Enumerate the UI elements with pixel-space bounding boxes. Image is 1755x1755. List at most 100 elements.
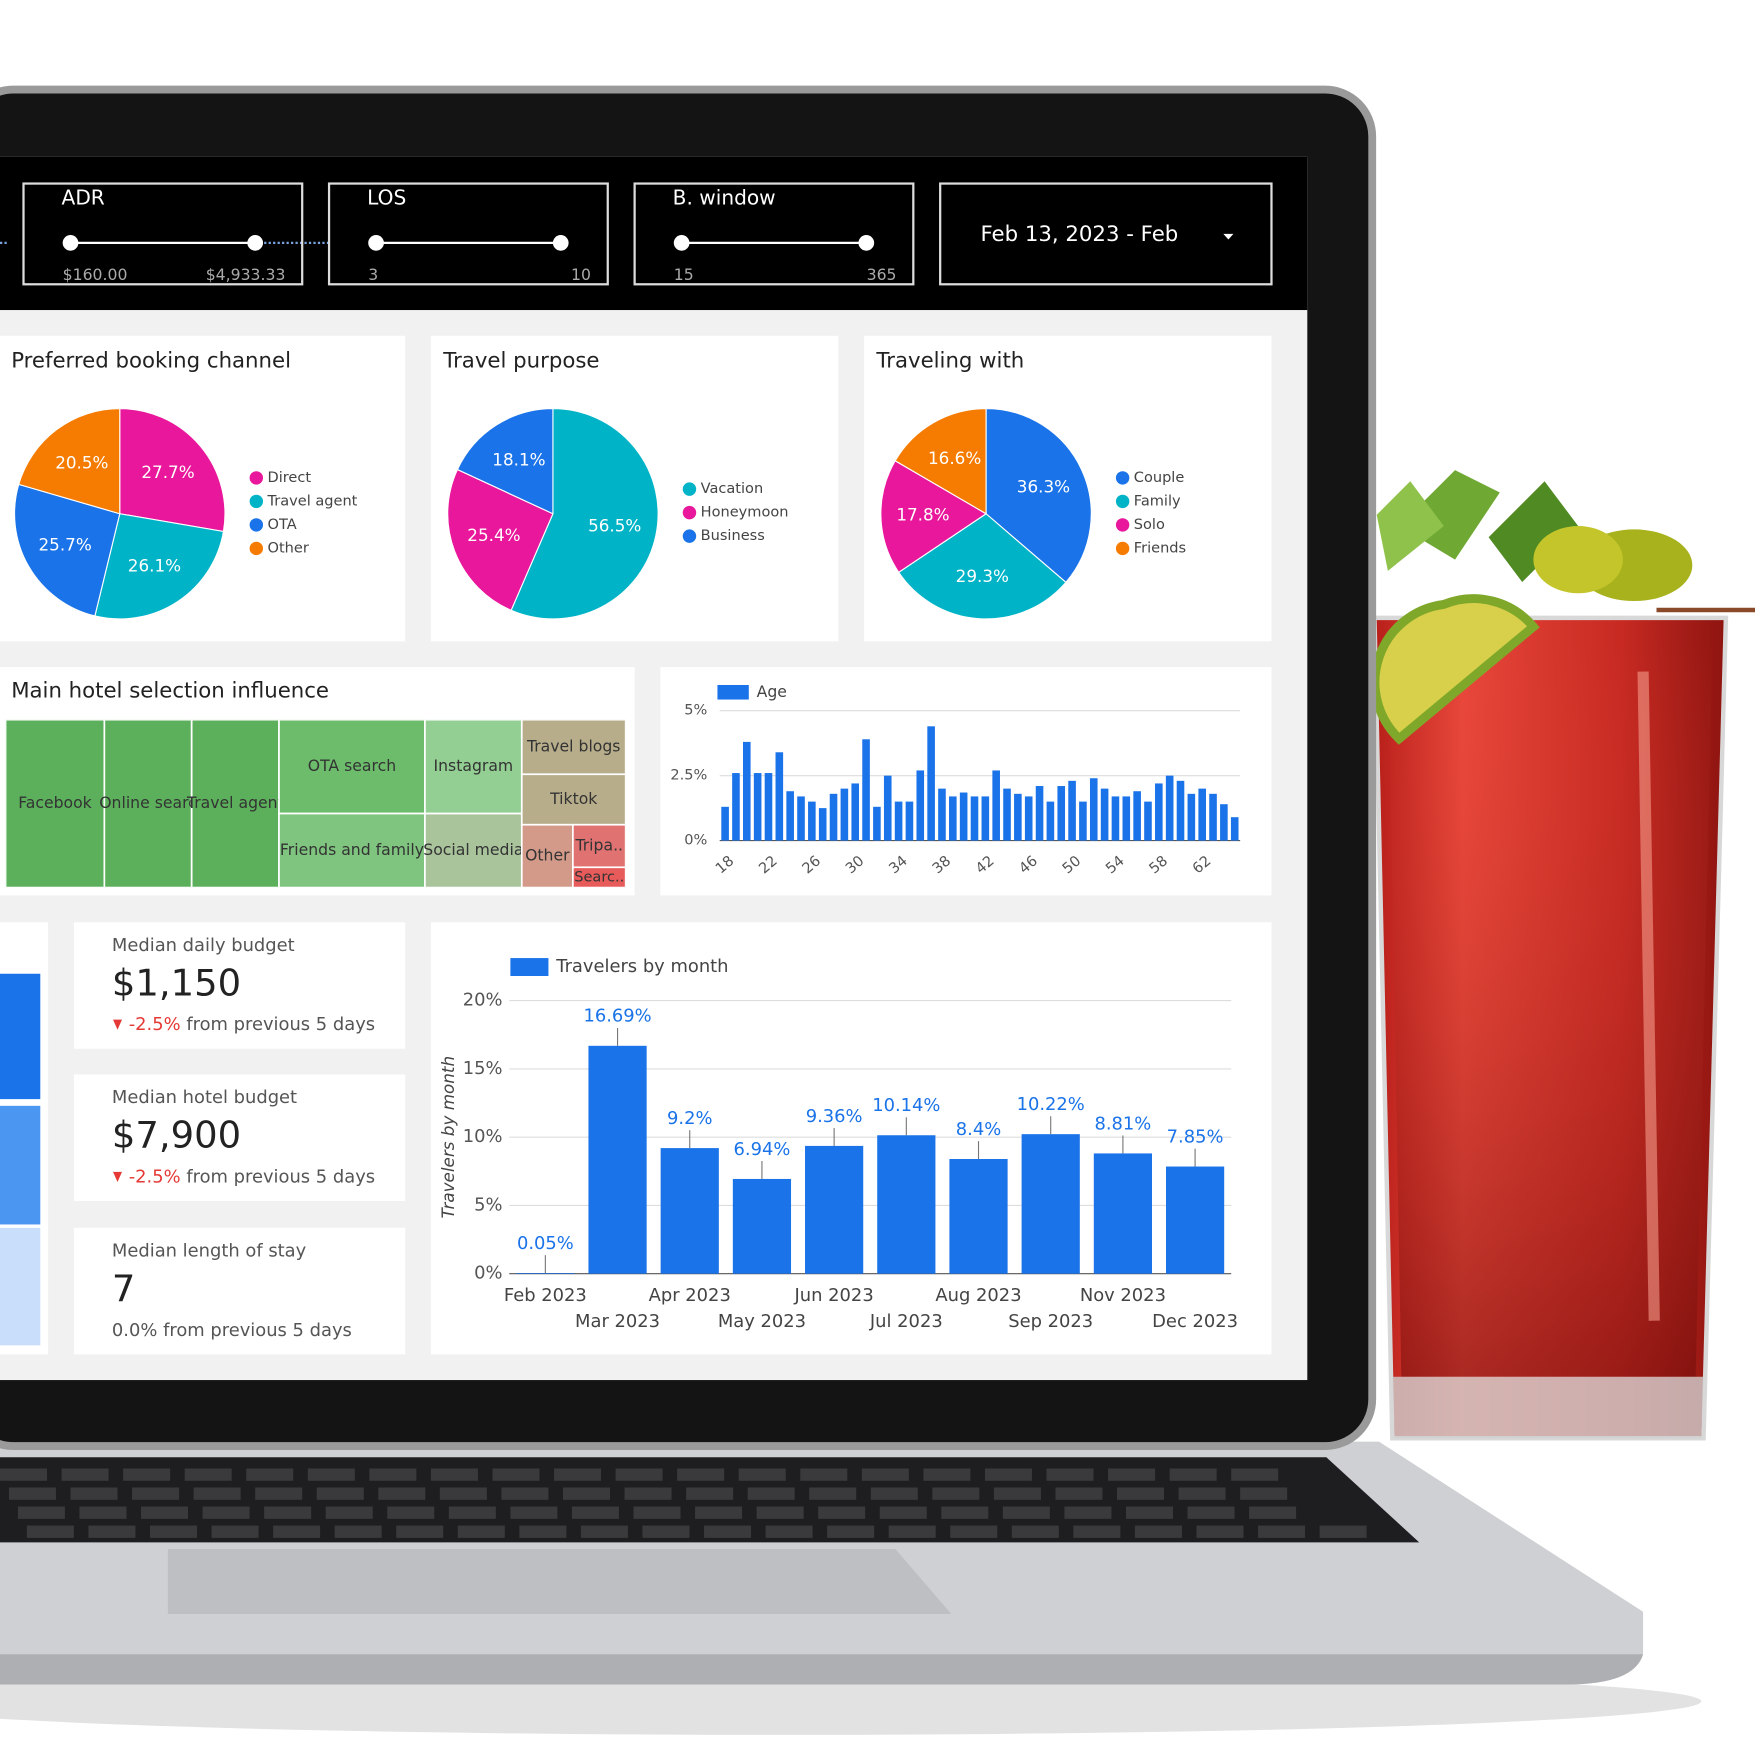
value-label: 10.22% bbox=[1017, 1094, 1085, 1115]
filter-max: 365 bbox=[867, 265, 897, 284]
bar bbox=[883, 775, 892, 841]
panel bbox=[430, 922, 1272, 1355]
value-label: 8.81% bbox=[1094, 1113, 1151, 1134]
filter-box[interactable] bbox=[327, 182, 609, 286]
slider-handle[interactable] bbox=[247, 235, 264, 251]
bar bbox=[753, 773, 762, 841]
treemap-cell bbox=[278, 812, 426, 888]
key bbox=[88, 1525, 136, 1538]
bar bbox=[1068, 780, 1076, 841]
bar bbox=[660, 1148, 719, 1274]
slice-label: 27.7% bbox=[141, 462, 194, 482]
drink bbox=[1370, 470, 1755, 1441]
key bbox=[1240, 1487, 1288, 1500]
treemap-label: OTA search bbox=[308, 756, 396, 775]
date-box[interactable] bbox=[939, 182, 1273, 286]
date-range[interactable]: Feb 13, 2023 - Feb bbox=[980, 222, 1178, 247]
pie-slice bbox=[447, 468, 554, 612]
slice-label: 56.5% bbox=[588, 516, 641, 536]
bar bbox=[721, 806, 729, 841]
bar bbox=[873, 806, 881, 841]
treemap-label: Searc.. bbox=[574, 868, 624, 885]
key bbox=[704, 1525, 752, 1538]
key bbox=[941, 1506, 989, 1519]
key bbox=[141, 1506, 189, 1519]
filter-label: B. window bbox=[673, 186, 776, 210]
range-filter[interactable]: LOS 3 10 bbox=[327, 182, 609, 286]
treemap-cell bbox=[520, 719, 626, 776]
key bbox=[255, 1487, 303, 1500]
bar bbox=[1079, 801, 1087, 841]
kpi-delta: 0.0% bbox=[112, 1320, 157, 1341]
slider-handle[interactable] bbox=[858, 235, 875, 251]
key bbox=[809, 1487, 857, 1500]
slider-handle[interactable] bbox=[552, 235, 569, 251]
key bbox=[1125, 1506, 1173, 1519]
dropdown-arrow[interactable] bbox=[1223, 233, 1234, 240]
pie-slice bbox=[456, 407, 554, 515]
key bbox=[1117, 1487, 1165, 1500]
bar bbox=[992, 770, 1000, 841]
bar bbox=[916, 770, 925, 841]
key bbox=[501, 1487, 549, 1500]
value-label: 10.14% bbox=[872, 1095, 940, 1116]
legend-swatch bbox=[682, 505, 697, 520]
bar bbox=[938, 788, 946, 841]
slider-handle[interactable] bbox=[62, 235, 79, 251]
legend-swatch bbox=[1115, 518, 1130, 532]
x-tick-label: Nov 2023 bbox=[1080, 1285, 1166, 1306]
pie-slice bbox=[985, 407, 1092, 584]
range-filter[interactable]: ADR $160.00 $4,933.33 bbox=[22, 182, 304, 286]
laptop-base bbox=[0, 1441, 1701, 1735]
x-tick-label: Apr 2023 bbox=[649, 1285, 731, 1306]
partial-bar bbox=[0, 1227, 41, 1346]
legend-swatch bbox=[249, 541, 264, 556]
slider-handle[interactable] bbox=[673, 235, 690, 251]
legend-swatch bbox=[682, 529, 697, 543]
y-tick-label: 5% bbox=[474, 1194, 502, 1215]
key bbox=[70, 1487, 118, 1500]
legend-label: Friends bbox=[1134, 539, 1186, 556]
legend-label: Travelers by month bbox=[555, 956, 728, 977]
legend-swatch bbox=[249, 494, 264, 509]
legend-label: Direct bbox=[268, 469, 312, 486]
filter-box[interactable] bbox=[22, 182, 304, 286]
key bbox=[396, 1525, 444, 1538]
date-range-picker[interactable]: Feb 13, 2023 - Feb bbox=[939, 182, 1273, 286]
y-tick-label: 15% bbox=[463, 1058, 503, 1079]
key bbox=[184, 1468, 232, 1481]
bar bbox=[1165, 775, 1174, 841]
legend-label: Other bbox=[268, 539, 309, 556]
kpi-comparison: from previous 5 days bbox=[186, 1014, 375, 1035]
slice-label: 29.3% bbox=[956, 566, 1009, 586]
bar bbox=[862, 739, 870, 841]
bar bbox=[775, 752, 784, 841]
key bbox=[870, 1487, 918, 1500]
filter-box[interactable] bbox=[633, 182, 915, 286]
key bbox=[492, 1468, 540, 1481]
key bbox=[1258, 1525, 1306, 1538]
treemap-label: Tiktok bbox=[549, 789, 598, 808]
panel bbox=[73, 1074, 406, 1201]
key bbox=[1196, 1525, 1244, 1538]
key bbox=[193, 1487, 241, 1500]
legend-swatch bbox=[717, 684, 749, 700]
key bbox=[1073, 1525, 1121, 1538]
partial-bar bbox=[0, 1105, 41, 1225]
legend-swatch bbox=[249, 518, 264, 532]
keyboard bbox=[0, 1468, 1367, 1538]
pie-slice bbox=[18, 407, 121, 515]
filter-label: LOS bbox=[367, 186, 406, 210]
range-filter[interactable]: B. window 15 365 bbox=[633, 182, 915, 286]
key bbox=[132, 1487, 180, 1500]
bar bbox=[1198, 788, 1206, 841]
slice-label: 25.7% bbox=[38, 534, 91, 554]
kpi-value: $1,150 bbox=[112, 961, 241, 1004]
bar bbox=[1230, 817, 1239, 841]
y-tick-label: 20% bbox=[463, 990, 503, 1011]
bar bbox=[840, 788, 849, 841]
slider-handle[interactable] bbox=[368, 235, 384, 251]
key bbox=[246, 1468, 294, 1481]
